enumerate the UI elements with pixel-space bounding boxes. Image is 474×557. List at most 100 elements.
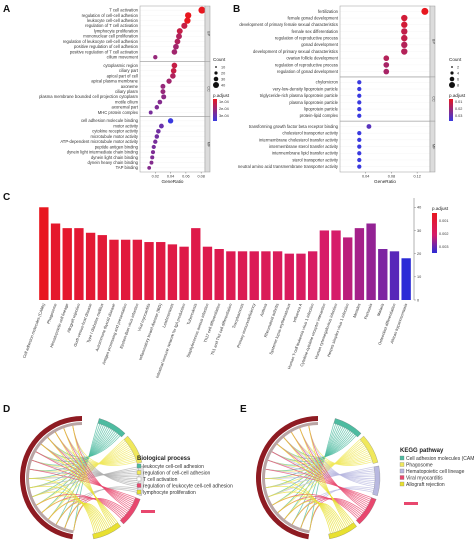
term-label: ciliary part <box>119 68 139 73</box>
term-band <box>328 522 357 540</box>
bar-legend-gradient <box>432 213 437 253</box>
chord-legend-label: Viral myocarditis <box>406 476 443 482</box>
bar <box>39 207 49 300</box>
panel-letter-d: D <box>3 404 10 415</box>
dot <box>150 155 155 160</box>
x-tick-label: 0.08 <box>388 175 395 179</box>
size-legend-dot <box>215 66 217 68</box>
chord-legend-swatch <box>136 483 142 488</box>
size-legend-label: 30 <box>221 77 225 81</box>
dot <box>401 21 408 28</box>
term-label: leukocyte cell-cell adhesion <box>87 18 139 23</box>
dot <box>170 73 176 79</box>
term-label: T cell activation <box>109 8 138 13</box>
bar <box>354 228 365 300</box>
dot <box>151 144 156 150</box>
bar <box>237 251 248 300</box>
y-tick-label: 10 <box>417 275 421 279</box>
dot <box>148 110 153 115</box>
chord-legend-label: T cell activation <box>143 477 178 483</box>
dot <box>171 62 178 69</box>
dot <box>154 105 160 110</box>
chord-legend-label: regulation of leukocyte cell-cell adhesi… <box>143 484 233 490</box>
term-label: protein-lipid complex <box>300 113 339 118</box>
dot <box>383 55 390 62</box>
bar-legend-title: p.adjust <box>432 206 449 211</box>
dot <box>176 33 182 40</box>
term-label: cholesterol transporter activity <box>282 131 339 136</box>
bar-legend-label: 0.002 <box>439 232 449 236</box>
term-label: cell adhesion molecule binding <box>81 118 139 123</box>
size-legend-dot <box>450 71 454 75</box>
size-legend-dot <box>449 76 455 82</box>
bar <box>401 258 411 300</box>
size-legend-label: 2 <box>457 65 459 69</box>
facet-strip <box>204 116 211 173</box>
ribbon <box>264 470 375 479</box>
dot <box>171 49 178 55</box>
term-label: neutral amino acid transmembrane transpo… <box>238 164 339 169</box>
ribbon <box>283 437 353 524</box>
dot <box>170 67 177 74</box>
term-label: development of primary sexual characteri… <box>253 49 338 54</box>
term-label: MHC protein complex <box>98 110 139 115</box>
ribbon <box>47 437 117 524</box>
dot <box>357 144 362 149</box>
dot <box>366 124 372 129</box>
size-legend-dot <box>213 82 219 88</box>
ribbon <box>271 451 371 502</box>
dot <box>357 86 362 92</box>
dot <box>150 150 156 155</box>
panel-letter-e: E <box>240 404 247 415</box>
color-legend-bar <box>449 99 453 121</box>
dot <box>357 151 362 156</box>
term-label: positive regulation of T cell activation <box>70 49 139 54</box>
chord-legend-swatch <box>136 489 142 495</box>
bar-legend-label: 0.001 <box>439 219 449 223</box>
x-tick-label: 0.12 <box>413 175 420 179</box>
color-legend-label: 0.03 <box>455 114 462 118</box>
chord-legend-label: regulation of cell-cell adhesion <box>143 471 210 477</box>
size-legend-label: 40 <box>221 83 225 87</box>
bar <box>296 253 306 300</box>
ribbon <box>299 428 350 527</box>
chord-e: KEGG pathway Cell adhesion molecules (CAM… <box>255 416 474 540</box>
chord-legend-swatch <box>136 476 142 482</box>
term-label: ovarian follicle development <box>286 56 339 61</box>
term-label: intermembrane lipid transfer activity <box>272 151 339 156</box>
term-label: female sex differentiation <box>292 29 339 34</box>
size-legend-label: 20 <box>221 71 225 75</box>
term-label: TAP binding <box>116 165 139 170</box>
size-legend-label: 4 <box>457 71 459 75</box>
term-label: lipoprotein particle <box>304 106 339 111</box>
bar <box>167 244 178 300</box>
y-tick-label: 20 <box>417 252 421 256</box>
bar <box>284 253 294 300</box>
dot <box>357 131 362 136</box>
bar <box>179 246 189 300</box>
bar <box>226 251 236 300</box>
term-label: transforming growth factor beta receptor… <box>249 124 339 129</box>
dot <box>181 22 188 29</box>
chord-legend-label: Cell adhesion molecules (CAMs) <box>406 456 474 462</box>
category-label: Cell adhesion molecules (CAMs) <box>21 302 46 359</box>
dot <box>176 28 183 35</box>
chord-legend-label: Allograft rejection <box>406 482 445 488</box>
facet-frame <box>339 76 431 122</box>
facet-frame <box>139 116 206 173</box>
term-label: cytoplasmic region <box>103 63 138 68</box>
dot <box>160 89 166 95</box>
category-label: Malaria <box>376 302 385 317</box>
dot <box>153 139 158 144</box>
panel-letter-b: B <box>233 4 240 15</box>
facet-label: BP <box>207 31 211 37</box>
chord-legend-label: leukocyte cell-cell adhesion <box>143 464 204 470</box>
dot <box>153 54 158 60</box>
color-legend-bar <box>213 99 217 121</box>
barchart-c: Cell adhesion molecules (CAMs) PhagosomeH… <box>21 198 449 379</box>
color-legend-label: 3e-04 <box>219 114 229 118</box>
term-label: ATP-dependent microtubule motor activity <box>60 139 139 144</box>
dot <box>357 113 362 118</box>
dot <box>421 7 429 15</box>
